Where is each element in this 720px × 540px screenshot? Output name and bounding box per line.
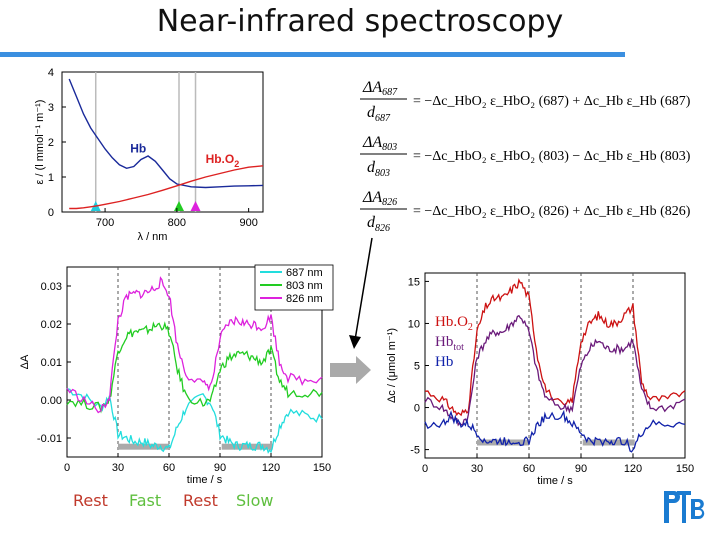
y-axis-label: Δc / (μmol m⁻¹) bbox=[386, 328, 398, 403]
y-tick-label: 0.00 bbox=[41, 395, 62, 407]
x-axis-label: time / s bbox=[537, 475, 573, 487]
y-tick-label: 10 bbox=[408, 318, 420, 330]
series-line-Hb.O2 bbox=[424, 277, 686, 417]
x-tick-label: 700 bbox=[96, 217, 114, 229]
y-tick-label: 0.03 bbox=[41, 281, 62, 293]
x-tick-label: 30 bbox=[471, 463, 483, 475]
phase-label-fast: Fast bbox=[129, 491, 162, 510]
x-tick-label: 30 bbox=[112, 462, 124, 474]
x-tick-label: 0 bbox=[64, 462, 70, 474]
stimulus-bar bbox=[221, 443, 273, 450]
hbo2-curve-label: Hb.O2 bbox=[206, 152, 240, 169]
equation-numerator: ΔA687 bbox=[362, 79, 398, 98]
y-tick-label: 0.01 bbox=[41, 357, 62, 369]
x-tick-label: 0 bbox=[422, 463, 428, 475]
absorbance-time-chart: 0.03 0.02 0.01 0.00 -0.01 0 30 60 90 120 150 time /… bbox=[19, 264, 334, 486]
x-axis-label: time / s bbox=[187, 474, 223, 486]
y-tick-label: 4 bbox=[48, 67, 54, 79]
y-tick-label: -5 bbox=[410, 445, 420, 457]
equation-rhs: = −Δc_HbO₂ ε_HbO₂ (687) + Δc_Hb ε_Hb (68… bbox=[413, 94, 691, 109]
x-tick-label: 90 bbox=[575, 463, 587, 475]
plot-frame bbox=[424, 272, 686, 459]
x-tick-label: 60 bbox=[163, 462, 175, 474]
ptb-logo bbox=[664, 491, 705, 523]
block-arrow bbox=[330, 356, 371, 384]
connector-arrow bbox=[349, 237, 373, 349]
title-underline bbox=[0, 52, 625, 57]
hbo2-curve bbox=[69, 165, 264, 210]
equation-block: ΔA687 d687 = −Δc_HbO₂ ε_HbO₂ (687) + Δc_Hb… bbox=[360, 79, 691, 234]
x-tick-label: 120 bbox=[262, 462, 280, 474]
y-axis-label: ΔA bbox=[19, 354, 31, 369]
legend-box bbox=[254, 264, 334, 311]
equation-denominator: d687 bbox=[367, 104, 391, 124]
x-tick-label: 150 bbox=[676, 463, 694, 475]
y-tick-label: 1 bbox=[48, 172, 54, 184]
y-tick-label: 0 bbox=[414, 403, 420, 415]
wavelength-marker-triangle bbox=[190, 201, 201, 211]
equation-denominator: d826 bbox=[367, 214, 390, 234]
page-title: Near-infrared spectroscopy bbox=[156, 4, 564, 39]
y-tick-label: 2 bbox=[48, 137, 54, 149]
legend-label: 803 nm bbox=[286, 280, 323, 292]
wavelength-marker-triangle bbox=[174, 201, 185, 211]
equation-rhs: = −Δc_HbO₂ ε_HbO₂ (826) + Δc_Hb ε_Hb (82… bbox=[413, 204, 691, 219]
hb-curve-label: Hb bbox=[130, 142, 146, 156]
x-axis-label: λ / nm bbox=[138, 231, 168, 243]
series-line-803-nm bbox=[66, 321, 323, 414]
x-tick-label: 60 bbox=[523, 463, 535, 475]
x-tick-label: 900 bbox=[239, 217, 257, 229]
equation-rhs: = −Δc_HbO₂ ε_HbO₂ (803) − Δc_Hb ε_Hb (80… bbox=[413, 149, 691, 164]
y-tick-label: 3 bbox=[48, 102, 54, 114]
series-line-Hb bbox=[424, 409, 686, 453]
y-tick-label: 0.02 bbox=[41, 319, 62, 331]
legend-label: Hbtot bbox=[435, 334, 464, 353]
y-tick-label: 0 bbox=[48, 207, 54, 219]
series-line-Hbtot bbox=[424, 314, 686, 427]
phase-label-rest-2: Rest bbox=[183, 491, 218, 510]
legend-label: 687 nm bbox=[286, 267, 323, 279]
legend-label: Hb bbox=[435, 354, 453, 370]
equation-numerator: ΔA826 bbox=[362, 189, 397, 208]
y-tick-label: 15 bbox=[408, 276, 420, 288]
x-tick-label: 800 bbox=[168, 217, 186, 229]
equation-numerator: ΔA803 bbox=[362, 134, 397, 153]
phase-label-rest-1: Rest bbox=[73, 491, 108, 510]
equation-denominator: d803 bbox=[367, 159, 390, 179]
y-tick-label: 5 bbox=[414, 361, 420, 373]
y-axis-label: ε / (l mmol⁻¹ m⁻¹) bbox=[34, 100, 46, 185]
legend-label: Hb.O2 bbox=[435, 314, 473, 333]
legend-label: 826 nm bbox=[286, 293, 323, 305]
series-line-687-nm bbox=[66, 388, 323, 454]
x-tick-label: 90 bbox=[214, 462, 226, 474]
hb-curve bbox=[68, 78, 264, 189]
absorption-spectrum-chart: 0 1 2 3 4 700 800 900 λ / nm ε / (l mmol⁻¹ m⁻¹) Hb… bbox=[34, 67, 264, 243]
series-line-826-nm bbox=[66, 276, 323, 414]
phase-label-slow: Slow bbox=[236, 491, 274, 510]
y-tick-label: -0.01 bbox=[37, 433, 62, 445]
x-tick-label: 120 bbox=[624, 463, 642, 475]
x-tick-label: 150 bbox=[313, 462, 331, 474]
